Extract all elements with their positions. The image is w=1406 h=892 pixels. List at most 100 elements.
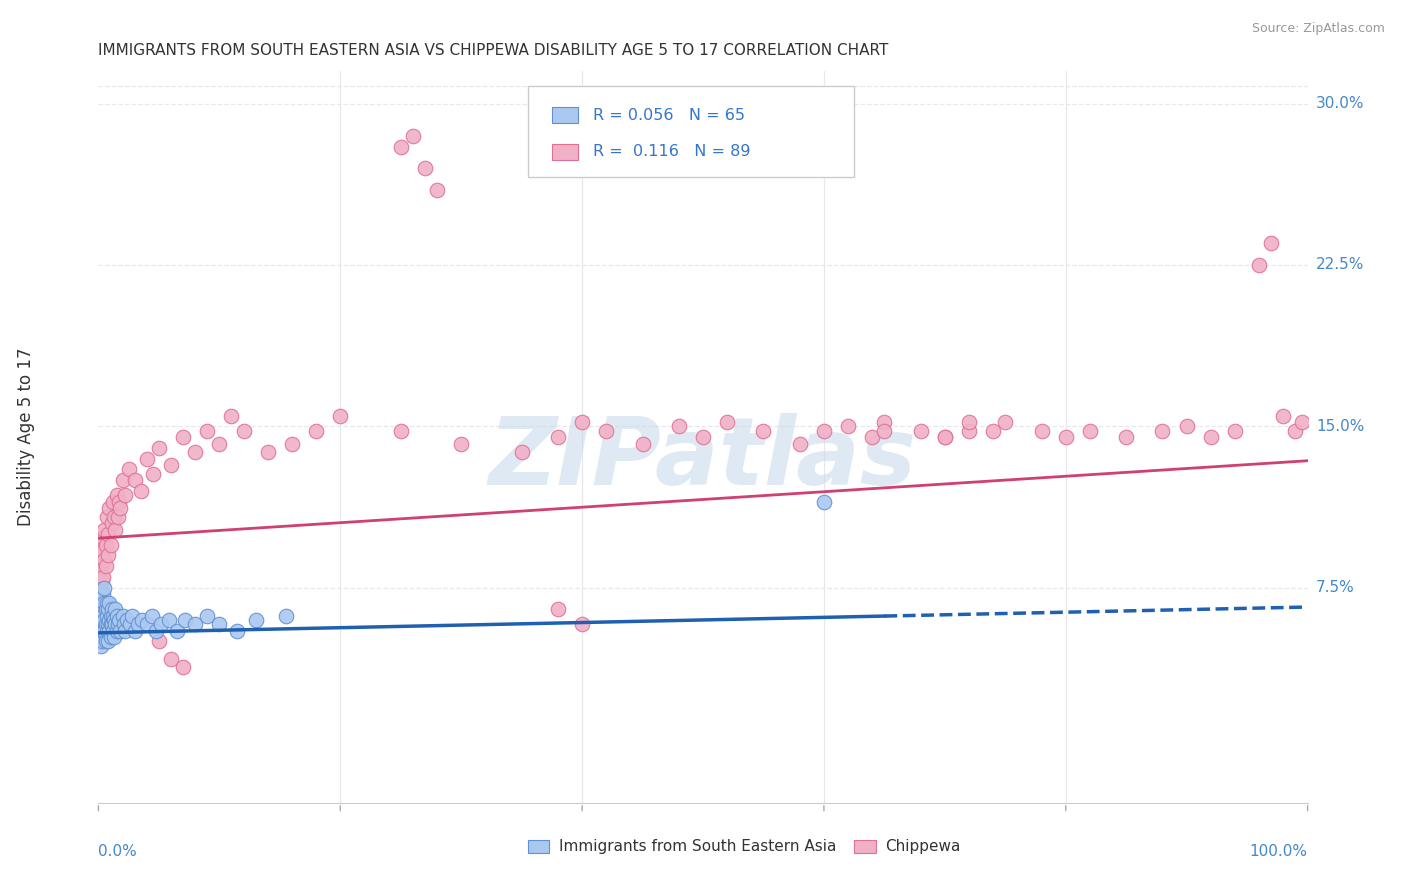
Point xyxy=(1054,430,1077,444)
Point xyxy=(94,559,117,574)
Point xyxy=(127,617,149,632)
Point xyxy=(97,549,120,563)
Point xyxy=(100,617,122,632)
Point xyxy=(547,430,569,444)
Point xyxy=(150,617,173,632)
Point xyxy=(118,462,141,476)
Point xyxy=(91,531,114,545)
Point xyxy=(129,483,152,498)
Point xyxy=(813,424,835,438)
Point xyxy=(89,581,111,595)
Point xyxy=(94,617,117,632)
Bar xyxy=(527,840,550,854)
Point xyxy=(107,617,129,632)
Point xyxy=(111,608,134,623)
Point xyxy=(100,516,122,530)
Point xyxy=(837,419,859,434)
Bar xyxy=(855,840,876,854)
Point xyxy=(108,494,131,508)
Point xyxy=(93,613,115,627)
Point xyxy=(195,608,218,623)
Point xyxy=(873,424,896,438)
Point xyxy=(1223,424,1246,438)
Point xyxy=(305,424,328,438)
Point xyxy=(157,613,180,627)
Point xyxy=(595,424,617,438)
Point xyxy=(105,608,128,623)
Point xyxy=(1152,424,1174,438)
Point xyxy=(860,430,883,444)
Point xyxy=(91,602,114,616)
Point xyxy=(1175,419,1198,434)
Point xyxy=(245,613,267,627)
Point xyxy=(98,501,121,516)
Point xyxy=(160,651,183,665)
Point xyxy=(135,617,157,632)
Text: 30.0%: 30.0% xyxy=(1316,96,1364,112)
Point xyxy=(426,183,449,197)
Point xyxy=(450,436,472,450)
Point xyxy=(105,624,128,638)
Point xyxy=(1291,415,1313,429)
Point xyxy=(184,445,207,459)
Point xyxy=(101,494,124,508)
Point xyxy=(221,409,243,423)
Point xyxy=(256,445,278,459)
Point xyxy=(172,660,194,674)
Text: 22.5%: 22.5% xyxy=(1316,258,1364,272)
Point xyxy=(91,634,114,648)
Text: Chippewa: Chippewa xyxy=(886,839,960,855)
Point xyxy=(90,538,112,552)
Point xyxy=(104,523,127,537)
Point xyxy=(98,596,121,610)
Point xyxy=(510,445,533,459)
Point xyxy=(98,613,121,627)
Point xyxy=(145,624,167,638)
Point xyxy=(108,501,131,516)
Point xyxy=(208,436,231,450)
Point xyxy=(93,523,115,537)
Point xyxy=(135,451,157,466)
Point xyxy=(93,552,115,566)
Point xyxy=(692,430,714,444)
Point xyxy=(101,608,124,623)
Point xyxy=(329,409,352,423)
Point xyxy=(142,467,165,481)
Point xyxy=(873,415,896,429)
Point xyxy=(571,617,593,632)
Point xyxy=(934,430,956,444)
Point xyxy=(1249,258,1271,272)
Text: Source: ZipAtlas.com: Source: ZipAtlas.com xyxy=(1251,22,1385,36)
Point xyxy=(957,424,980,438)
Text: Disability Age 5 to 17: Disability Age 5 to 17 xyxy=(17,348,35,526)
Point xyxy=(1284,424,1306,438)
Text: 100.0%: 100.0% xyxy=(1250,845,1308,860)
Point xyxy=(124,624,146,638)
Point xyxy=(90,559,112,574)
Point xyxy=(100,617,122,632)
Point xyxy=(91,544,114,558)
Point xyxy=(104,617,127,632)
Point xyxy=(108,624,131,638)
Point xyxy=(100,538,122,552)
Point xyxy=(93,596,115,610)
Text: ZIPatlas: ZIPatlas xyxy=(489,413,917,505)
Point xyxy=(389,424,412,438)
Point xyxy=(108,613,131,627)
Point xyxy=(274,608,297,623)
Text: Immigrants from South Eastern Asia: Immigrants from South Eastern Asia xyxy=(560,839,837,855)
Point xyxy=(93,581,115,595)
Point xyxy=(1272,409,1295,423)
Point xyxy=(813,494,835,508)
Point xyxy=(91,608,114,623)
Point xyxy=(910,424,932,438)
Point xyxy=(96,624,118,638)
Point xyxy=(1260,236,1282,251)
Point xyxy=(994,415,1017,429)
Point xyxy=(547,602,569,616)
Point xyxy=(100,602,122,616)
Point xyxy=(957,415,980,429)
Text: R =  0.116   N = 89: R = 0.116 N = 89 xyxy=(593,145,751,160)
Point xyxy=(184,617,207,632)
Point xyxy=(148,441,170,455)
